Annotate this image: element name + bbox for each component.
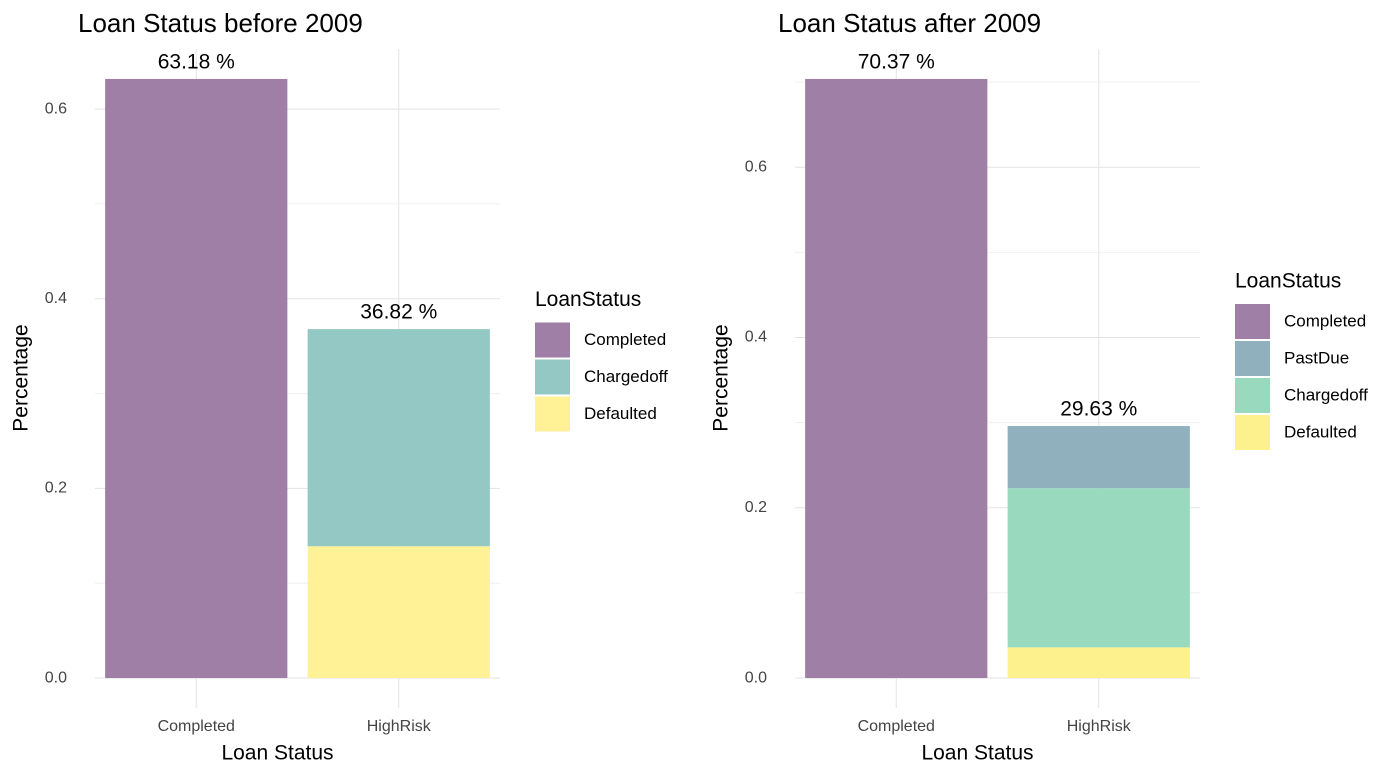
value-label: 36.82 % [360,300,437,323]
y-tick-label: 0.0 [45,669,67,686]
x-tick-label: HighRisk [367,718,432,735]
y-tick-label: 0.4 [45,290,67,307]
bar-segment [805,78,988,679]
y-axis-label: Percentage [10,324,33,431]
x-axis-label: Loan Status [221,742,333,765]
legend-label: Chargedoff [584,367,668,386]
legend-label: Chargedoff [1284,385,1368,404]
legend-label: Defaulted [1284,422,1357,441]
x-tick-label: Completed [858,718,935,735]
value-label: 29.63 % [1060,397,1137,420]
chart-title: Loan Status before 2009 [78,8,363,38]
legend-key [1235,378,1270,413]
x-tick-label: HighRisk [1067,718,1132,735]
y-tick-label: 0.2 [745,499,767,516]
x-tick-label: Completed [158,718,235,735]
bar-segment [1007,426,1190,489]
legend-key [1235,341,1270,376]
legend-label: Completed [584,330,666,349]
legend-key [1235,415,1270,450]
bar-segment [307,329,490,547]
bar-segment [307,546,490,679]
x-axis-label: Loan Status [921,742,1033,765]
y-axis-label: Percentage [710,324,733,431]
bar-segment [1007,647,1190,679]
bar-segment [1007,488,1190,648]
y-tick-label: 0.2 [45,480,67,497]
value-label: 63.18 % [158,51,235,74]
bar-segment [105,78,288,679]
y-tick-label: 0.6 [745,158,767,175]
chart-title: Loan Status after 2009 [778,8,1041,38]
legend-key [535,396,570,432]
legend-title: LoanStatus [1235,270,1341,293]
value-label: 70.37 % [858,51,935,74]
y-tick-label: 0.4 [745,329,767,346]
legend-key [535,322,570,358]
legend-label: Completed [1284,311,1366,330]
legend-key [1235,304,1270,339]
legend-key [535,359,570,395]
y-tick-label: 0.6 [45,100,67,117]
legend-label: PastDue [1284,348,1349,367]
y-tick-label: 0.0 [745,669,767,686]
legend-title: LoanStatus [535,288,641,311]
legend-label: Defaulted [584,404,657,423]
